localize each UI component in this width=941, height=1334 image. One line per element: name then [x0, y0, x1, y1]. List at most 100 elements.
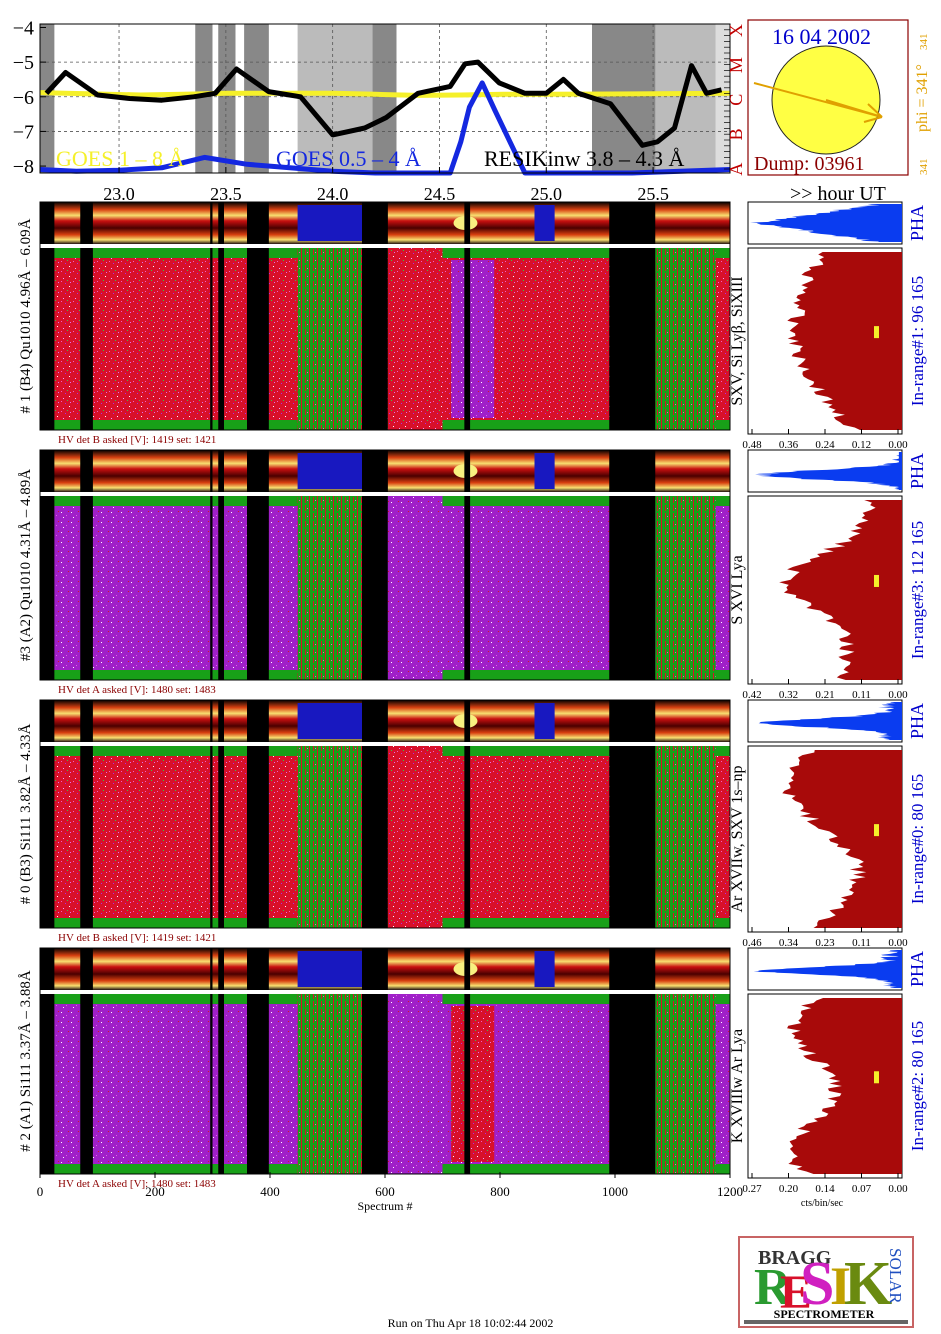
spectrum-marker: [874, 574, 879, 587]
spectrum-marker: [874, 1071, 879, 1084]
goes-y-tick-label: −4: [13, 17, 34, 39]
spectrogram-gap: [609, 746, 656, 928]
spectrogram-frame: [39, 201, 731, 431]
spectrum-axis-tick-label: 800: [490, 1184, 510, 1199]
spectrogram-gap: [464, 746, 471, 928]
spectrogram-gap: [247, 994, 269, 1174]
spectrogram-gap: [464, 994, 471, 1174]
spectrum-axis-tick-label: 0: [37, 1184, 44, 1199]
spectrum-tick-label: 0.48: [742, 439, 762, 451]
goes-light-band: [297, 24, 373, 173]
pha-gap: [40, 450, 55, 492]
phi-subscript: 341: [918, 34, 930, 51]
goes-gap-band: [372, 24, 397, 173]
logo-i: I: [830, 1256, 851, 1316]
pha-gap: [218, 948, 224, 990]
goes-end-band: [715, 24, 730, 173]
spectrogram-gap: [40, 994, 55, 1174]
spectrogram-gap: [218, 496, 224, 680]
pha-label: PHA: [907, 703, 927, 739]
detector-panels: HV det B asked [V]: 1419 set: 1421 # 1 (B…: [18, 201, 927, 1195]
pha-blue-region: [297, 205, 373, 241]
spectrogram-flare-region: [451, 508, 495, 668]
spectrogram-segment: [387, 248, 443, 430]
spectrogram-gap: [210, 248, 213, 430]
run-timestamp: Run on Thu Apr 18 10:02:44 2002: [387, 1316, 554, 1330]
spectrogram-gap: [80, 248, 93, 430]
sun-pointer-line: [825, 99, 883, 118]
spectrogram-gap: [218, 248, 224, 430]
sun-panel: 16 04 2002 Dump: 03961 phi = 341° 341 34…: [747, 19, 931, 176]
pha-blue-region: [534, 951, 555, 987]
pha-gap: [247, 700, 269, 742]
goes-y-ticks: −4 −5 −6 −7 −8: [13, 17, 46, 178]
pha-histogram: [755, 452, 902, 490]
legend-goes-long: GOES 1 – 8 Å: [56, 146, 184, 171]
goes-panel: −4 −5 −6 −7 −8 X M C B A 23.0 23.5 24.0 24.5 25.0 25.…: [13, 17, 886, 205]
flare-class-letter: A: [726, 163, 746, 176]
spectrogram-green-region: [297, 994, 373, 1174]
flare-class-letter: X: [726, 24, 746, 37]
pha-gap: [210, 948, 213, 990]
logo-e: E: [780, 1266, 812, 1319]
pha-gap: [464, 700, 471, 742]
goes-time-ticks: 23.0 23.5 24.0 24.5 25.0 25.5: [103, 167, 669, 204]
sun-pointer-arrow: [863, 103, 883, 123]
goes-gap-band: [195, 24, 213, 173]
spectrogram-gap: [40, 746, 55, 928]
spectrum-fill: [782, 750, 902, 928]
spectrogram-green-region: [655, 746, 716, 928]
spectrum-tick-label: 0.21: [815, 689, 834, 701]
goes-gap-band: [244, 24, 269, 173]
spectrogram-green-region: [655, 248, 716, 430]
pha-gap: [362, 202, 388, 244]
cts-axis-label: cts/bin/sec: [801, 1198, 844, 1209]
phi-small-label: 341: [918, 159, 930, 176]
spectrum-marker: [874, 824, 879, 837]
phi-label: phi = 341°: [914, 64, 931, 132]
spectrum-tick-label: 0.36: [779, 439, 799, 451]
pha-gap: [40, 700, 55, 742]
spectrogram-gap: [247, 248, 269, 430]
pha-gap: [218, 202, 224, 244]
legend-resik: RESIKinw 3.8 – 4.3 Å: [484, 146, 685, 171]
pha-gap: [40, 202, 55, 244]
goes-time-tick-label: 23.0: [103, 184, 135, 204]
pha-gap: [464, 202, 471, 244]
spectrum-tick-label: 0.07: [852, 1183, 872, 1195]
pha-label: PHA: [907, 205, 927, 241]
spectrogram-segment: [387, 496, 443, 680]
spectrogram-gap: [210, 746, 213, 928]
spectrum-tick-label: 0.11: [852, 689, 871, 701]
pha-histogram: [753, 950, 902, 988]
logo-bragg-text: BRAGG: [758, 1247, 832, 1269]
pha-gap: [609, 700, 656, 742]
spectrum-axis: 0 200 400 600 800 1000 1200: [37, 1172, 743, 1199]
goes-y-tick-label: −7: [13, 121, 34, 143]
spectrogram-gap: [40, 496, 55, 680]
spectrum-tick-label: 0.32: [779, 689, 798, 701]
pha-gap: [218, 450, 224, 492]
logo-k: K: [844, 1250, 892, 1318]
spectrum-tick-label: 0.24: [815, 439, 835, 451]
spectrogram-green-region: [655, 496, 716, 680]
in-range-label: In-range#3: 112 165: [908, 521, 927, 659]
pha-gap: [210, 700, 213, 742]
pha-gap: [464, 948, 471, 990]
spectrum-fill: [779, 500, 902, 680]
spectrum-axis-tick-label: 400: [260, 1184, 280, 1199]
detector-label: # 1 (B4) Qu1010 4.96Å – 6.09Å: [18, 218, 34, 413]
pha-blue-region: [534, 703, 555, 739]
spectrogram-gap: [210, 994, 213, 1174]
spectrum-tick-label: 0.42: [742, 689, 761, 701]
spectrogram-green-region: [297, 248, 373, 430]
line-identification: Ar XVIIw, SXV 1s–np: [729, 765, 746, 912]
logo-s: S: [800, 1250, 834, 1318]
spectrum-tick-label: 0.00: [888, 689, 908, 701]
pha-gap: [464, 450, 471, 492]
spectrogram-gap: [362, 496, 388, 680]
flare-class-letter: M: [726, 57, 746, 73]
detector-panel: HV det A asked [V]: 1480 set: 1483 # 2 (A…: [18, 947, 927, 1195]
spectrum-tick-label: 0.46: [742, 937, 762, 949]
